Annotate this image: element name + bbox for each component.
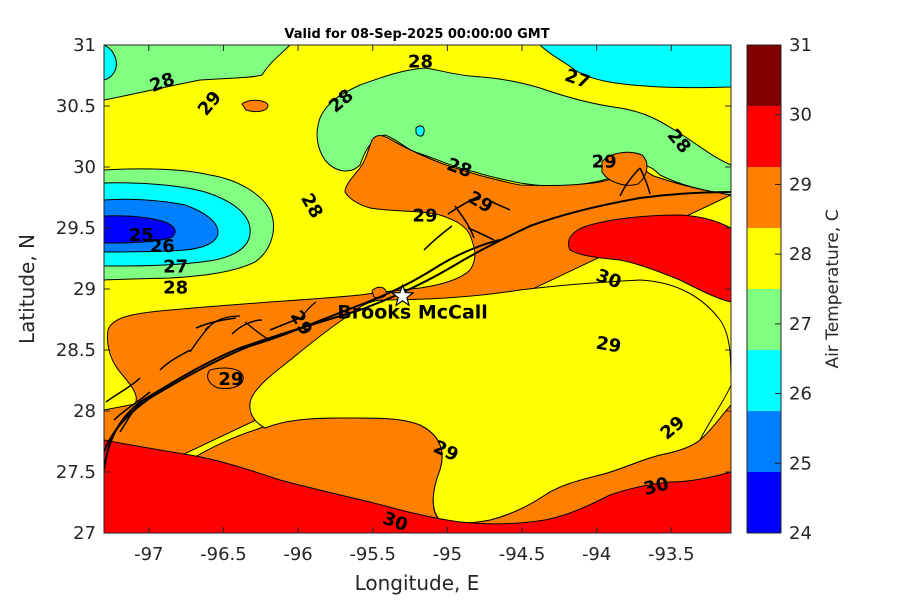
colorbar-tick-label: 28 [789,244,812,265]
y-tick-label: 29.5 [56,218,96,239]
band-30-31-east [567,214,731,303]
colorbar-band-29-30 [747,167,781,228]
colorbar-tick-label: 30 [789,105,812,126]
colorbar-tick-label: 25 [789,453,812,474]
contour-label: 25 [129,225,154,246]
band-26-27-cell [415,125,425,137]
colorbar-label: Air Temperature, C [823,209,843,368]
contour-label: 29 [218,369,243,390]
band-29-30-cell-b [241,99,269,113]
band-28-29-offshore [249,279,731,524]
colorbar-tick-label: 27 [789,314,812,335]
y-tick-label: 27.5 [56,462,96,483]
y-tick-label: 30.5 [56,96,96,117]
y-tick-label: 28.5 [56,340,96,361]
x-tick-label: -95 [433,544,462,565]
colorbar-tick-label: 24 [789,523,812,544]
band-29-30-cell-c [601,151,648,186]
colorbar-band-31 [747,45,781,106]
x-axis-ticks: -97 -96.5 -96 -95.5 -95 -94.5 -94 -93.5 [134,45,695,565]
colorbar-ticks: 31 30 29 28 27 26 25 24 [775,35,812,544]
y-axis-ticks: 31 30.5 30 29.5 29 28.5 28 27.5 27 [56,35,731,544]
y-tick-label: 29 [73,279,96,300]
colorbar-band-24-25 [747,472,781,533]
x-tick-label: -95.5 [349,544,396,565]
station-marker: Brooks McCall [337,283,488,323]
x-tick-label: -94 [582,544,611,565]
y-tick-label: 27 [73,523,96,544]
band-29-30-cell-d [207,367,244,389]
band-24-25-west [104,215,176,244]
colorbar-tick-label: 29 [789,174,812,195]
colorbar-band-26-27 [747,350,781,411]
x-axis-label: Longitude, E [355,571,480,595]
station-star-icon [390,283,415,307]
contour-label: 29 [592,152,617,173]
station-label: Brooks McCall [337,301,487,323]
contour-label: 29 [594,333,622,358]
contour-label: 29 [412,205,437,226]
contour-label: 28 [163,277,188,298]
x-tick-label: -94.5 [499,544,546,565]
y-tick-label: 28 [73,401,96,422]
contour-field [104,45,731,533]
chart-title: Valid for 08-Sep-2025 00:00:00 GMT [284,27,549,42]
band-26-27-northeast [539,45,731,89]
colorbar-band-30-31 [747,106,781,167]
x-tick-label: -93.5 [648,544,695,565]
x-tick-label: -96 [283,544,312,565]
x-tick-label: -96.5 [200,544,247,565]
y-axis-label: Latitude, N [15,234,39,344]
colorbar-frame [746,44,782,534]
colorbar-band-27-28 [747,289,781,350]
band-26-27-northwest [104,45,117,81]
x-tick-label: -97 [134,544,163,565]
y-tick-label: 30 [73,157,96,178]
y-tick-label: 31 [73,35,96,56]
colorbar-tick-label: 26 [789,384,812,405]
band-27-28-north [104,45,731,196]
contour-label: 26 [150,236,175,257]
contour-label: 27 [163,257,188,278]
colorbar-tick-label: 31 [789,35,812,56]
colorbar: 31 30 29 28 27 26 25 24 Air Temperature, C [746,35,843,544]
band-30-31-south [104,439,731,533]
colorbar-band-28-29 [747,228,781,289]
colorbar-band-25-26 [747,411,781,472]
contour-label: 28 [408,52,433,73]
